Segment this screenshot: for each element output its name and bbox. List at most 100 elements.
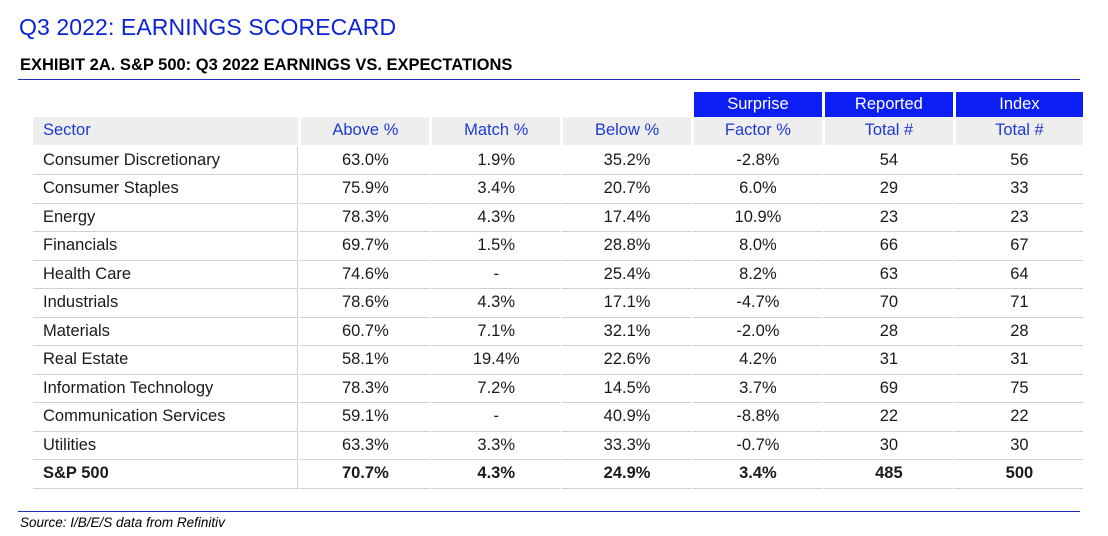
match-cell: 4.3%: [429, 289, 561, 318]
header-blank: [560, 92, 691, 117]
surprise-factor-cell: -0.7%: [690, 431, 822, 460]
below-cell: 28.8%: [560, 232, 691, 261]
index-total-cell: 30: [952, 431, 1083, 460]
header-surprise: Surprise: [690, 92, 822, 117]
header-match: Match %: [429, 117, 561, 147]
sector-cell: Industrials: [33, 289, 299, 318]
index-total-cell: 75: [952, 374, 1083, 403]
above-cell: 78.6%: [298, 289, 430, 318]
source-divider: [18, 511, 1080, 512]
index-total-cell: 23: [952, 203, 1083, 232]
index-total-cell: 56: [952, 146, 1083, 175]
above-cell: 58.1%: [298, 346, 430, 375]
match-cell: -: [429, 260, 561, 289]
surprise-factor-cell: -4.7%: [690, 289, 822, 318]
header-index: Index: [952, 92, 1083, 117]
reported-total-cell: 22: [821, 403, 953, 432]
reported-total-cell: 66: [821, 232, 953, 261]
page-title: Q3 2022: EARNINGS SCORECARD: [19, 14, 397, 40]
table-row: Industrials 78.6% 4.3% 17.1% -4.7% 70 71: [33, 289, 1083, 318]
table-row: Consumer Staples 75.9% 3.4% 20.7% 6.0% 29 33: [33, 175, 1083, 204]
above-cell: 63.3%: [298, 431, 430, 460]
below-cell: 24.9%: [560, 460, 691, 489]
table-row: Utilities 63.3% 3.3% 33.3% -0.7% 30 30: [33, 431, 1083, 460]
header-blank: [298, 92, 429, 117]
reported-total-cell: 29: [821, 175, 953, 204]
sector-cell: Communication Services: [33, 403, 299, 432]
index-total-cell: 22: [952, 403, 1083, 432]
index-total-cell: 64: [952, 260, 1083, 289]
table-row: Financials 69.7% 1.5% 28.8% 8.0% 66 67: [33, 232, 1083, 261]
surprise-factor-cell: 3.7%: [690, 374, 822, 403]
header-row-top: Surprise Reported Index: [33, 92, 1083, 117]
reported-total-cell: 63: [821, 260, 953, 289]
table-row: Consumer Discretionary 63.0% 1.9% 35.2% -2.8…: [33, 146, 1083, 175]
below-cell: 17.4%: [560, 203, 691, 232]
table-row: Health Care 74.6% -25.4% 8.2% 63 64: [33, 260, 1083, 289]
title-divider: [18, 79, 1080, 80]
reported-total-cell: 30: [821, 431, 953, 460]
reported-total-cell: 31: [821, 346, 953, 375]
header-index-total: Total #: [952, 117, 1083, 147]
index-total-cell: 33: [952, 175, 1083, 204]
surprise-factor-cell: -2.0%: [690, 317, 822, 346]
surprise-factor-cell: 6.0%: [690, 175, 822, 204]
match-cell: 3.4%: [429, 175, 561, 204]
above-cell: 70.7%: [298, 460, 430, 489]
below-cell: 22.6%: [560, 346, 691, 375]
reported-total-cell: 69: [821, 374, 953, 403]
reported-total-cell: 70: [821, 289, 953, 318]
sector-cell: Health Care: [33, 260, 299, 289]
surprise-factor-cell: 8.2%: [690, 260, 822, 289]
match-cell: -: [429, 403, 561, 432]
sector-cell: Utilities: [33, 431, 299, 460]
reported-total-cell: 485: [821, 460, 953, 489]
above-cell: 69.7%: [298, 232, 430, 261]
match-cell: 4.3%: [429, 203, 561, 232]
sector-cell: Materials: [33, 317, 299, 346]
above-cell: 63.0%: [298, 146, 430, 175]
header-blank: [33, 92, 298, 117]
surprise-factor-cell: -2.8%: [690, 146, 822, 175]
total-row: S&P 500 70.7% 4.3% 24.9% 3.4% 485 500: [33, 460, 1083, 489]
header-blank: [429, 92, 560, 117]
above-cell: 59.1%: [298, 403, 430, 432]
earnings-scorecard-table: Surprise Reported Index Sector Above % M…: [33, 92, 1083, 489]
table-row: Information Technology 78.3% 7.2% 14.5% 3.7%…: [33, 374, 1083, 403]
below-cell: 35.2%: [560, 146, 691, 175]
below-cell: 33.3%: [560, 431, 691, 460]
below-cell: 14.5%: [560, 374, 691, 403]
below-cell: 40.9%: [560, 403, 691, 432]
index-total-cell: 31: [952, 346, 1083, 375]
sector-cell: Energy: [33, 203, 299, 232]
surprise-factor-cell: 8.0%: [690, 232, 822, 261]
reported-total-cell: 54: [821, 146, 953, 175]
table-row: Communication Services 59.1% -40.9% -8.8% 22…: [33, 403, 1083, 432]
sector-cell: Real Estate: [33, 346, 299, 375]
reported-total-cell: 28: [821, 317, 953, 346]
source-note: Source: I/B/E/S data from Refinitiv: [20, 515, 225, 530]
below-cell: 32.1%: [560, 317, 691, 346]
table-row: Energy 78.3% 4.3% 17.4% 10.9% 23 23: [33, 203, 1083, 232]
below-cell: 17.1%: [560, 289, 691, 318]
below-cell: 25.4%: [560, 260, 691, 289]
index-total-cell: 67: [952, 232, 1083, 261]
table-row: Real Estate 58.1% 19.4% 22.6% 4.2% 31 31: [33, 346, 1083, 375]
header-sector: Sector: [33, 117, 299, 147]
above-cell: 78.3%: [298, 374, 430, 403]
header-below: Below %: [560, 117, 691, 147]
match-cell: 1.5%: [429, 232, 561, 261]
match-cell: 4.3%: [429, 460, 561, 489]
header-reported: Reported: [821, 92, 953, 117]
index-total-cell: 71: [952, 289, 1083, 318]
reported-total-cell: 23: [821, 203, 953, 232]
header-reported-total: Total #: [821, 117, 953, 147]
above-cell: 75.9%: [298, 175, 430, 204]
header-surprise-factor: Factor %: [690, 117, 822, 147]
below-cell: 20.7%: [560, 175, 691, 204]
match-cell: 1.9%: [429, 146, 561, 175]
surprise-factor-cell: -8.8%: [690, 403, 822, 432]
match-cell: 7.2%: [429, 374, 561, 403]
match-cell: 3.3%: [429, 431, 561, 460]
index-total-cell: 500: [952, 460, 1083, 489]
